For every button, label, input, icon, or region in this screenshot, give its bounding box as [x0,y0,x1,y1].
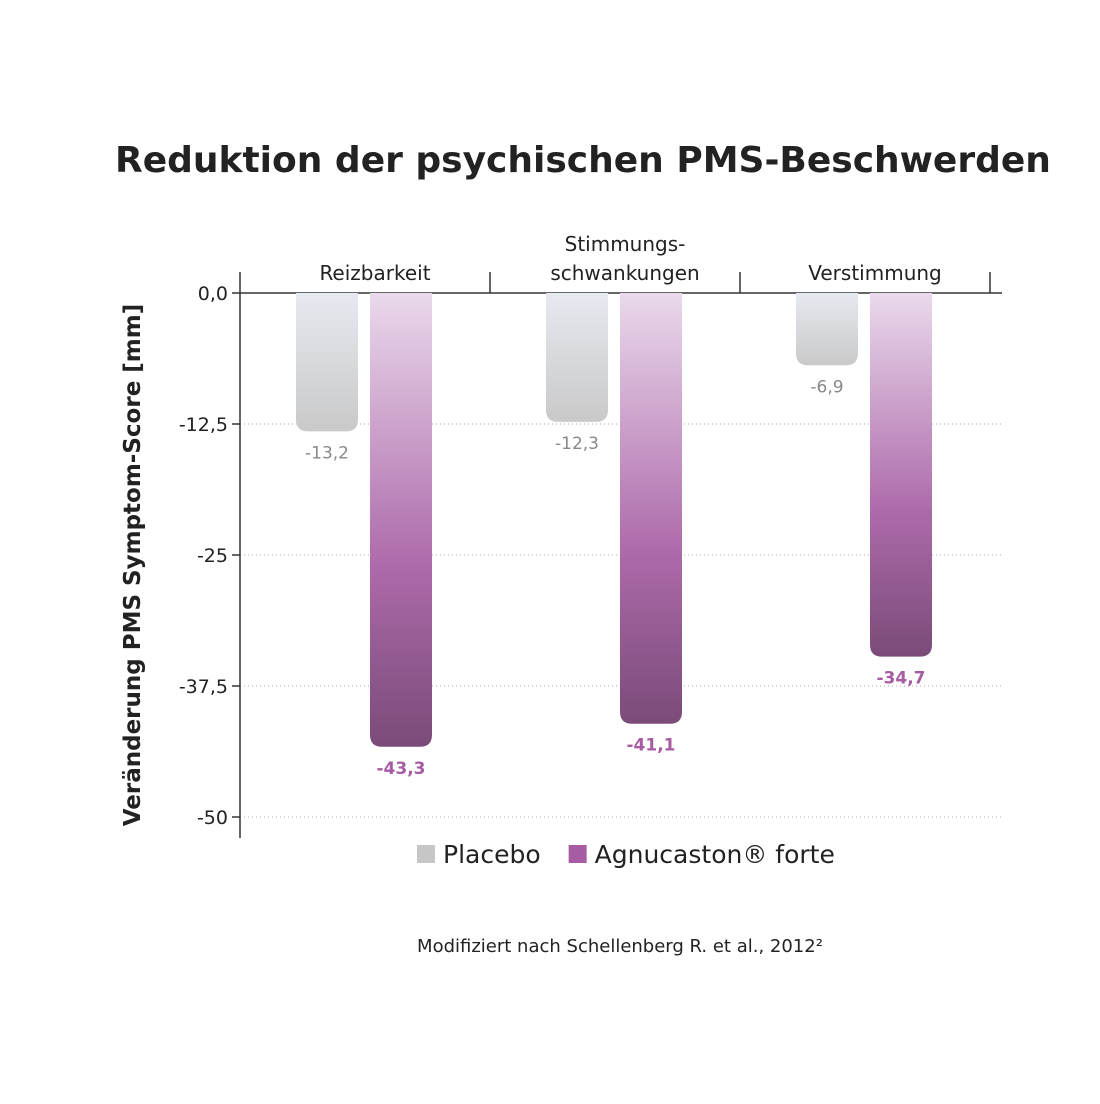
x-tick-label: Stimmungs-schwankungen [550,232,699,285]
source-note: Modifiziert nach Schellenberg R. et al.,… [417,936,823,957]
y-tick-label: 0,0 [198,283,228,305]
bar [870,293,932,657]
x-tick-label: Verstimmung [808,261,942,285]
y-tick-label: -37,5 [179,676,228,698]
bar [796,293,858,366]
bar [620,293,682,724]
value-label: -13,2 [305,443,349,463]
bar [546,293,608,422]
y-tick-label: -12,5 [179,414,228,436]
value-label: -12,3 [555,434,599,454]
value-label: -43,3 [377,759,426,779]
legend-label: Placebo [443,840,541,869]
x-tick-label: Reizbarkeit [319,261,430,285]
legend-label: Agnucaston® forte [595,840,835,869]
value-label: -6,9 [810,377,843,397]
value-label: -34,7 [877,669,926,689]
value-label: -41,1 [627,736,676,756]
y-tick-label: -50 [197,807,228,829]
y-axis-label: Veränderung PMS Symptom-Score [mm] [120,304,146,827]
legend-swatch [568,845,587,863]
legend-swatch [417,845,435,863]
bar [296,293,358,432]
bar [370,293,432,747]
chart-title: Reduktion der psychischen PMS-Beschwerde… [115,140,1051,181]
y-tick-label: -25 [197,545,228,567]
